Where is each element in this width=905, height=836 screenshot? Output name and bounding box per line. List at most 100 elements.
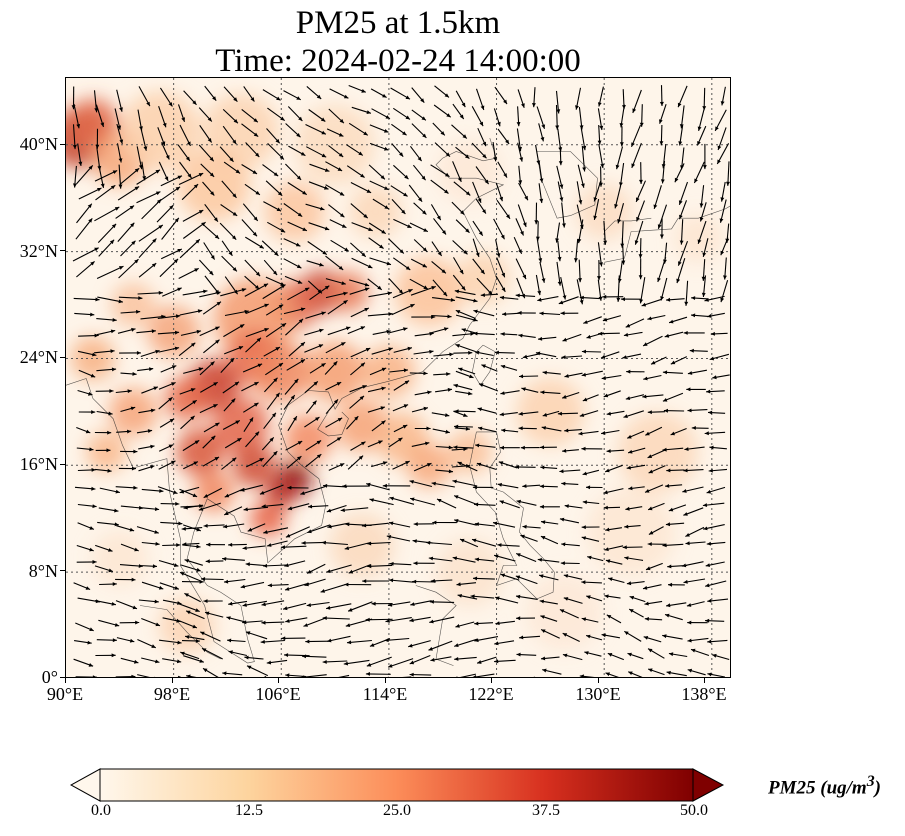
- wind-vector-head: [184, 593, 189, 597]
- wind-vector-head: [175, 186, 181, 191]
- wind-vector-head: [210, 255, 215, 260]
- wind-vector-head: [192, 400, 197, 405]
- wind-vector-shaft: [245, 303, 269, 315]
- wind-vector-head: [300, 359, 305, 364]
- wind-vector-shaft: [161, 678, 180, 679]
- wind-vector-head: [307, 569, 312, 574]
- wind-vector-head: [662, 634, 667, 639]
- wind-vector-head: [308, 504, 313, 509]
- wind-vector-head: [645, 431, 650, 436]
- wind-vector-head: [626, 465, 631, 470]
- wind-vector-head: [444, 93, 449, 98]
- wind-vector-head: [324, 185, 329, 190]
- wind-vector-head: [559, 469, 564, 474]
- wind-vector-head: [387, 603, 393, 607]
- wind-vector-head: [366, 110, 371, 114]
- wind-vector-head: [516, 499, 521, 504]
- pm25-concentration-patch: [176, 427, 225, 476]
- wind-vector-head: [155, 169, 160, 174]
- wind-vector-shaft: [346, 639, 372, 644]
- wind-vector-head: [606, 614, 612, 619]
- wind-vector-head: [296, 175, 302, 180]
- wind-vector-head: [622, 545, 627, 550]
- wind-vector-head: [294, 378, 299, 384]
- wind-vector-head: [678, 261, 682, 266]
- wind-vector-head: [186, 674, 191, 677]
- wind-vector-head: [135, 620, 140, 625]
- wind-vector-head: [619, 182, 623, 187]
- wind-vector-head: [427, 463, 432, 467]
- pm25-concentration-patch: [525, 574, 602, 651]
- wind-vector-head: [452, 479, 457, 484]
- wind-vector-head: [582, 397, 588, 402]
- wind-vector-head: [232, 193, 237, 198]
- wind-vector-head: [389, 578, 394, 583]
- wind-vector-head: [522, 222, 527, 227]
- wind-vector-head: [281, 323, 287, 328]
- wind-vector-head: [683, 331, 688, 335]
- wind-vector-head: [574, 258, 578, 263]
- wind-vector-head: [702, 252, 707, 257]
- wind-vector-head: [720, 197, 725, 202]
- pm25-concentration-patch: [265, 476, 298, 509]
- wind-vector-head: [91, 486, 96, 491]
- wind-vector-head: [488, 290, 493, 295]
- wind-vector-head: [162, 122, 167, 128]
- wind-vector-head: [501, 287, 506, 292]
- wind-vector-head: [381, 386, 386, 391]
- wind-vector-head: [557, 256, 562, 262]
- wind-vector-shaft: [76, 165, 94, 185]
- wind-vector-head: [496, 253, 501, 258]
- wind-vector-head: [598, 331, 603, 336]
- wind-vector-head: [388, 312, 393, 316]
- lat-tick-mark: [60, 250, 65, 251]
- wind-vector-head: [468, 391, 473, 396]
- pm25-concentration-patch: [395, 257, 464, 326]
- wind-vector-head: [668, 507, 674, 512]
- wind-vector-head: [517, 310, 522, 315]
- wind-vector-head: [479, 121, 484, 127]
- wind-vector-head: [532, 103, 536, 108]
- wind-vector-head: [333, 399, 338, 404]
- wind-vector-head: [679, 240, 684, 245]
- wind-vector-head: [477, 407, 482, 412]
- wind-vector-head: [651, 360, 656, 365]
- wind-vector-head: [581, 536, 586, 540]
- wind-vector-head: [264, 303, 269, 308]
- wind-vector-shaft: [369, 498, 394, 506]
- colorbar-label-text: PM25 (ug/m: [768, 777, 867, 799]
- wind-vector-head: [455, 344, 460, 348]
- wind-vector-head: [384, 129, 389, 133]
- wind-vector-head: [107, 468, 112, 473]
- wind-vector-head: [276, 207, 282, 212]
- wind-vector-head: [194, 440, 200, 445]
- wind-vector-head: [323, 483, 328, 488]
- wind-vector-head: [131, 327, 136, 332]
- wind-vector-head: [555, 238, 559, 243]
- wind-vector-head: [168, 397, 173, 402]
- wind-vector-head: [171, 382, 176, 386]
- wind-vector-head: [343, 300, 348, 305]
- wind-vector-head: [164, 176, 169, 181]
- wind-vector-head: [704, 431, 709, 436]
- wind-vector-head: [361, 523, 367, 528]
- wind-vector-head: [679, 214, 683, 220]
- wind-vector-head: [428, 556, 434, 561]
- wind-vector-head: [452, 556, 458, 561]
- wind-vector-head: [203, 599, 208, 603]
- wind-vector-head: [691, 426, 696, 430]
- wind-vector-head: [480, 105, 485, 110]
- wind-vector-head: [597, 102, 602, 107]
- wind-vector-head: [475, 443, 480, 448]
- wind-vector-head: [296, 133, 301, 138]
- wind-vector-head: [601, 354, 606, 359]
- wind-vector-head: [339, 191, 345, 196]
- wind-vector-head: [458, 367, 463, 372]
- wind-vector-head: [209, 270, 214, 276]
- wind-vector-head: [89, 447, 94, 452]
- wind-vector-head: [114, 522, 119, 527]
- wind-vector-head: [111, 602, 116, 606]
- wind-vector-head: [604, 594, 609, 599]
- pm25-concentration-patch: [251, 341, 312, 402]
- wind-vector-head: [297, 441, 303, 445]
